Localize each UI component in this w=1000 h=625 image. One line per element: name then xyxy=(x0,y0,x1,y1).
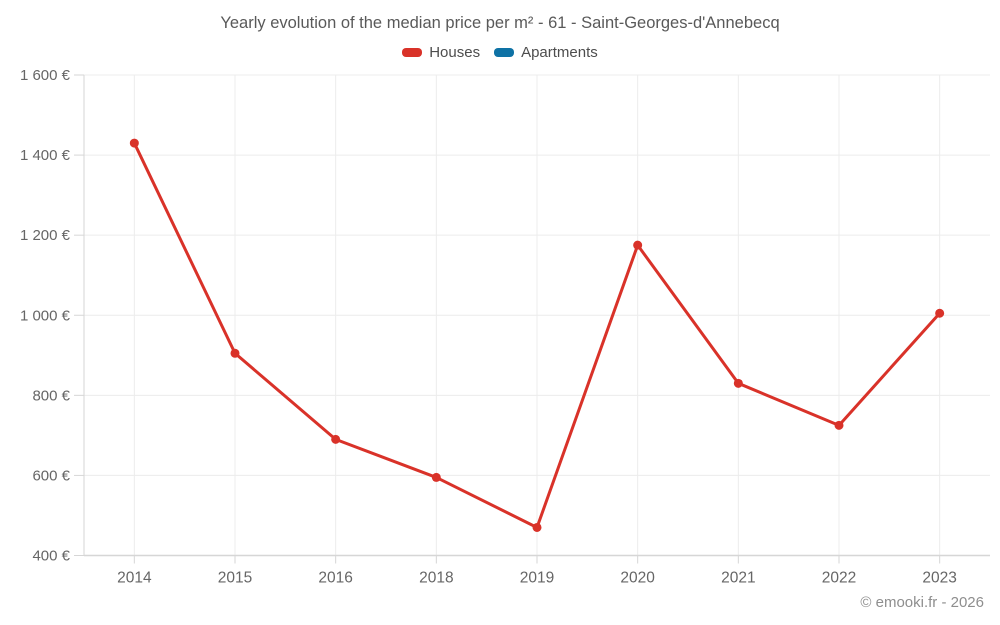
data-point-houses-2014[interactable] xyxy=(129,138,139,148)
copyright-credit: © emooki.fr - 2026 xyxy=(860,594,984,611)
y-axis-label: 1 200 € xyxy=(20,227,71,244)
y-axis-label: 1 600 € xyxy=(20,67,71,84)
houses-legend-swatch-icon xyxy=(402,48,423,57)
legend-item-houses[interactable]: Houses xyxy=(402,44,480,61)
x-axis-label-2020: 2020 xyxy=(620,570,655,587)
x-axis-label-2018: 2018 xyxy=(419,570,453,587)
data-point-houses-2019[interactable] xyxy=(532,522,542,532)
chart-legend: Houses Apartments xyxy=(0,44,1000,61)
y-axis-label: 1 400 € xyxy=(20,147,71,164)
apartments-legend-swatch-icon xyxy=(494,48,515,57)
x-axis-label-2015: 2015 xyxy=(218,570,252,587)
x-axis-label-2014: 2014 xyxy=(117,570,152,587)
y-axis-label: 400 € xyxy=(32,548,70,565)
x-axis-label-2022: 2022 xyxy=(822,570,856,587)
legend-label-houses: Houses xyxy=(429,44,481,61)
x-axis-label-2023: 2023 xyxy=(922,570,956,587)
data-point-houses-2020[interactable] xyxy=(633,240,643,250)
x-axis-label-2016: 2016 xyxy=(318,570,352,587)
data-point-houses-2016[interactable] xyxy=(331,434,341,444)
data-point-houses-2022[interactable] xyxy=(834,420,844,430)
chart-title: Yearly evolution of the median price per… xyxy=(220,14,780,32)
data-point-houses-2021[interactable] xyxy=(733,378,743,388)
data-point-houses-2023[interactable] xyxy=(935,308,945,318)
data-point-houses-2018[interactable] xyxy=(431,472,441,482)
y-axis-label: 800 € xyxy=(32,387,70,404)
x-axis-label-2021: 2021 xyxy=(721,570,755,587)
y-axis-label: 1 000 € xyxy=(20,307,71,324)
legend-label-apartments: Apartments xyxy=(521,44,598,61)
data-point-houses-2015[interactable] xyxy=(230,348,240,358)
x-axis-label-2019: 2019 xyxy=(520,570,554,587)
y-axis-label: 600 € xyxy=(32,467,70,484)
legend-item-apartments[interactable]: Apartments xyxy=(494,44,598,61)
